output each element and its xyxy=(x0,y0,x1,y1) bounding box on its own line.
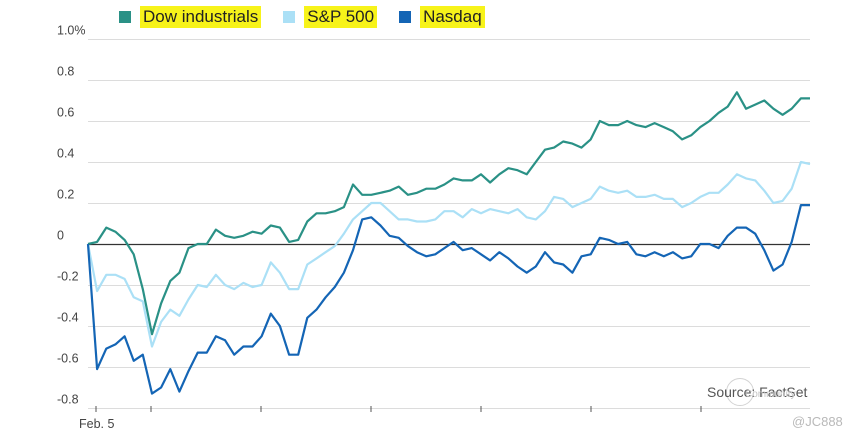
y-tick-label: 0.2 xyxy=(57,188,74,202)
legend-item-sp500: S&P 500 xyxy=(283,6,378,28)
source-note: Source: FactSet xyxy=(707,384,808,400)
series-line-nasdaq xyxy=(86,204,810,395)
series-line-s-p-500 xyxy=(86,160,811,348)
y-tick-label: -0.8 xyxy=(57,393,79,407)
y-tick-label: -0.6 xyxy=(57,352,79,366)
legend-swatch-sp500 xyxy=(283,11,296,23)
legend-item-dow: Dow industrials xyxy=(119,6,262,28)
y-tick-label: 0.8 xyxy=(57,65,74,79)
watermark-handle: @JC888 xyxy=(792,414,843,429)
legend: Dow industrials S&P 500 Nasdaq xyxy=(119,6,507,28)
series-line-dow-industrials xyxy=(87,91,810,336)
y-axis-labels: 1.0% 0.8 0.6 0.4 0.2 0 -0.2 -0.4 -0.6 -0.8 xyxy=(57,24,86,407)
legend-item-nasdaq: Nasdaq xyxy=(399,6,485,28)
y-tick-label: 0.4 xyxy=(57,147,74,161)
legend-swatch-nasdaq xyxy=(399,11,412,23)
y-tick-label: 0.6 xyxy=(57,106,74,120)
y-tick-label: 1.0% xyxy=(57,24,86,38)
y-tick-label: -0.2 xyxy=(57,270,79,284)
legend-swatch-dow xyxy=(119,11,131,23)
watermark-logo-icon xyxy=(726,378,754,406)
x-axis-ticks xyxy=(95,406,702,412)
legend-label-dow: Dow industrials xyxy=(140,6,262,28)
watermark-community: Community xyxy=(745,389,796,400)
y-tick-label: 0 xyxy=(57,229,64,243)
y-tick-label: -0.4 xyxy=(57,311,79,325)
legend-label-nasdaq: Nasdaq xyxy=(420,6,485,28)
series-lines xyxy=(86,91,811,395)
legend-label-sp500: S&P 500 xyxy=(304,6,378,28)
x-axis-label-feb5: Feb. 5 xyxy=(79,417,114,431)
